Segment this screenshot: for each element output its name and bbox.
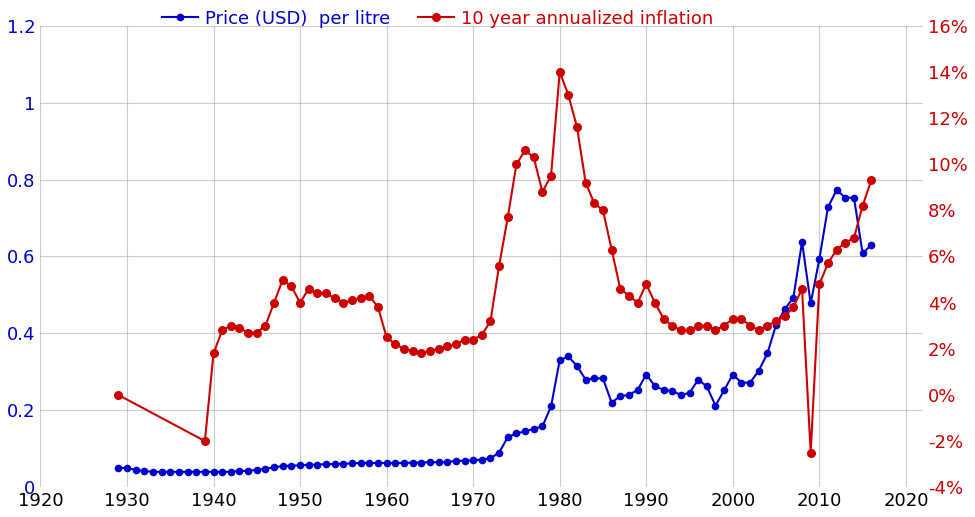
Price (USD)  per litre [329,461,340,467]
Line: Price (USD)  per litre: Price (USD) per litre [114,186,876,476]
Price (USD)  per litre [563,353,574,359]
Price (USD)  per litre [493,449,505,455]
Legend: Price (USD)  per litre, 10 year annualized inflation: Price (USD) per litre, 10 year annualize… [155,3,721,35]
10 year annualized inflation [554,69,566,75]
Price (USD)  per litre [710,403,722,409]
10 year annualized inflation [692,323,704,329]
Price (USD)  per litre [112,465,124,471]
10 year annualized inflation [112,392,124,398]
10 year annualized inflation [355,295,367,301]
Price (USD)  per litre [831,187,842,193]
Price (USD)  per litre [130,467,141,473]
10 year annualized inflation [589,200,601,206]
10 year annualized inflation [372,304,384,310]
10 year annualized inflation [467,337,479,343]
10 year annualized inflation [866,177,878,184]
10 year annualized inflation [804,449,816,455]
10 year annualized inflation [458,337,470,343]
Line: 10 year annualized inflation: 10 year annualized inflation [114,67,876,457]
Price (USD)  per litre [337,461,349,467]
Price (USD)  per litre [147,469,159,475]
Price (USD)  per litre [866,242,878,248]
